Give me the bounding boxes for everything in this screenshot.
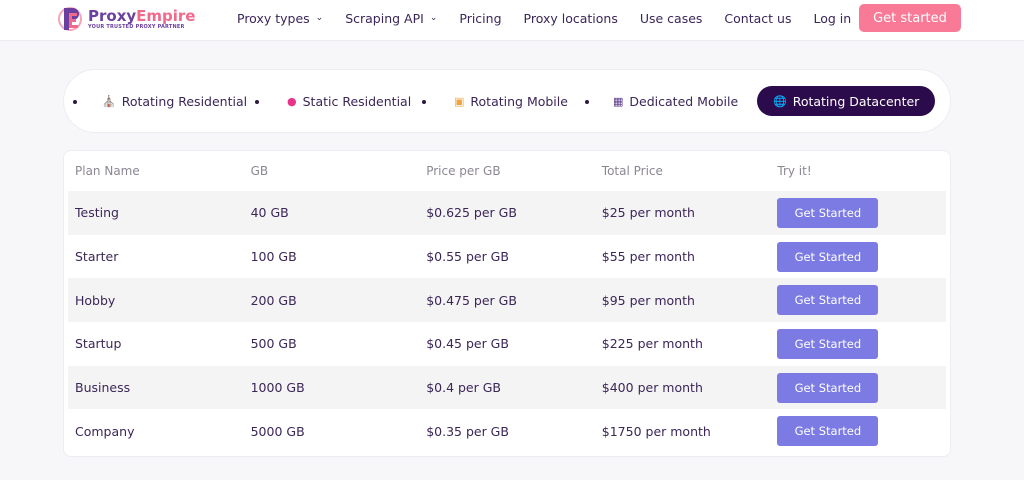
nav-label: Log in <box>813 10 852 26</box>
separator-dot <box>255 100 259 104</box>
table-cell: Startup <box>75 336 122 352</box>
proxy-type-tabs: ⛪ Rotating Residential ● Static Residential… <box>63 69 951 133</box>
nav-pricing[interactable]: Pricing <box>459 11 501 26</box>
table-cell: Business <box>75 380 131 396</box>
column-header: Total Price <box>601 164 663 178</box>
table-row: Startup 500 GB $0.45 per GB $225 per month G… <box>68 322 946 366</box>
main-nav: Proxy types ⌄ Scraping API ⌄ Pricing Proxy lo… <box>237 0 873 36</box>
header: ProxyEmpire YOUR TRUSTED PROXY PARTNER P… <box>0 0 1024 41</box>
table-row: Hobby 200 GB $0.475 per GB $95 per month Get… <box>68 278 946 323</box>
tab-rotating-datacenter[interactable]: 🌐 Rotating Datacenter <box>757 86 936 116</box>
separator-dot <box>422 100 426 104</box>
mobile-icon: ▣ <box>454 94 465 108</box>
table-cell: Starter <box>75 249 119 265</box>
chevron-down-icon: ⌄ <box>429 13 438 23</box>
table-cell: $400 per month <box>601 380 703 396</box>
nav-log-in[interactable]: Log in <box>813 11 851 26</box>
table-cell: $225 per month <box>601 336 703 352</box>
logo[interactable]: ProxyEmpire YOUR TRUSTED PROXY PARTNER <box>58 4 195 34</box>
tab-dedicated-mobile[interactable]: ▦ Dedicated Mobile <box>613 93 739 109</box>
table-cell: Hobby <box>75 292 116 308</box>
table-cell: 200 GB <box>250 292 297 308</box>
mobile-grid-icon: ▦ <box>613 94 624 108</box>
nav-use-cases[interactable]: Use cases <box>640 11 703 26</box>
nav-label: Use cases <box>639 10 703 26</box>
pin-icon: ● <box>287 94 297 108</box>
logo-tagline: YOUR TRUSTED PROXY PARTNER <box>88 24 185 30</box>
nav-scraping-api[interactable]: Scraping API ⌄ <box>345 11 437 26</box>
separator-dot <box>73 100 77 104</box>
get-started-button[interactable]: Get started <box>859 4 961 32</box>
table-row: Company 5000 GB $0.35 per GB $1750 per mont… <box>68 409 946 453</box>
logo-icon <box>58 7 82 31</box>
column-header: Try it! <box>777 164 812 178</box>
table-cell: 5000 GB <box>250 423 305 439</box>
table-cell: 500 GB <box>250 336 297 352</box>
table-cell: $0.625 per GB <box>426 205 517 221</box>
table-row: Business 1000 GB $0.4 per GB $400 per month… <box>68 365 946 410</box>
table-header: Plan Name GB Price per GB Total Price Try it… <box>68 151 946 191</box>
tab-static-residential[interactable]: ● Static Residential <box>287 93 412 109</box>
table-cell: $0.4 per GB <box>426 380 501 396</box>
chevron-down-icon: ⌄ <box>315 13 324 23</box>
nav-label: Contact us <box>724 10 792 26</box>
table-cell: 40 GB <box>250 205 289 221</box>
column-header: Plan Name <box>75 164 140 178</box>
table-cell: $0.45 per GB <box>426 336 509 352</box>
table-row: Starter 100 GB $0.55 per GB $55 per month Ge… <box>68 235 946 279</box>
column-header: Price per GB <box>426 164 501 178</box>
house-icon: ⛪ <box>102 94 116 108</box>
table-cell: $0.35 per GB <box>426 423 509 439</box>
nav-label: Proxy locations <box>523 10 618 26</box>
table-row: Testing 40 GB $0.625 per GB $25 per month Ge… <box>68 191 946 235</box>
table-cell: $25 per month <box>601 205 695 221</box>
get-started-plan-button[interactable]: Get Started <box>777 328 879 359</box>
get-started-plan-button[interactable]: Get Started <box>777 241 879 272</box>
get-started-plan-button[interactable]: Get Started <box>777 372 879 403</box>
nav-label: Proxy types <box>237 10 310 26</box>
table-cell: $0.55 per GB <box>426 249 509 265</box>
table-cell: $55 per month <box>601 249 695 265</box>
table-cell: 100 GB <box>250 249 297 265</box>
nav-proxy-types[interactable]: Proxy types ⌄ <box>237 11 323 26</box>
tab-rotating-residential[interactable]: ⛪ Rotating Residential <box>102 93 248 109</box>
get-started-plan-button[interactable]: Get Started <box>777 416 879 447</box>
table-cell: Company <box>75 423 135 439</box>
nav-proxy-locations[interactable]: Proxy locations <box>524 11 618 26</box>
globe-icon: 🌐 <box>773 94 787 108</box>
column-header: GB <box>250 164 269 178</box>
table-cell: Testing <box>75 205 119 221</box>
separator-dot <box>585 100 589 104</box>
nav-label: Pricing <box>459 10 502 26</box>
get-started-plan-button[interactable]: Get Started <box>777 197 879 228</box>
tab-rotating-mobile[interactable]: ▣ Rotating Mobile <box>454 93 568 109</box>
table-cell: $1750 per month <box>601 423 711 439</box>
table-cell: 1000 GB <box>250 380 305 396</box>
get-started-plan-button[interactable]: Get Started <box>777 285 879 316</box>
nav-label: Scraping API <box>345 10 424 26</box>
table-cell: $95 per month <box>601 292 695 308</box>
nav-contact-us[interactable]: Contact us <box>724 11 791 26</box>
pricing-table: Plan Name GB Price per GB Total Price Try it… <box>63 150 951 457</box>
table-cell: $0.475 per GB <box>426 292 517 308</box>
